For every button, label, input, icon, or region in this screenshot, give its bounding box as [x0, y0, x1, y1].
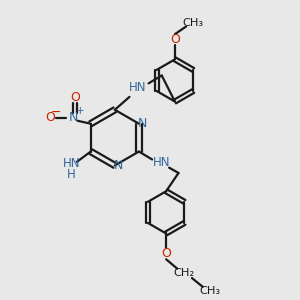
Text: CH₃: CH₃	[182, 18, 204, 28]
Text: +: +	[76, 106, 84, 116]
Text: N: N	[114, 159, 123, 172]
Text: HN: HN	[153, 156, 170, 169]
Text: CH₂: CH₂	[174, 268, 195, 278]
Text: HN: HN	[63, 158, 80, 170]
Text: −: −	[51, 106, 62, 118]
Text: O: O	[46, 111, 56, 124]
Text: O: O	[170, 33, 180, 46]
Text: N: N	[138, 117, 147, 130]
Text: H: H	[67, 169, 76, 182]
Text: N: N	[68, 111, 78, 124]
Text: CH₃: CH₃	[200, 286, 221, 296]
Text: HN: HN	[129, 81, 146, 94]
Text: O: O	[161, 247, 171, 260]
Text: O: O	[70, 91, 80, 104]
